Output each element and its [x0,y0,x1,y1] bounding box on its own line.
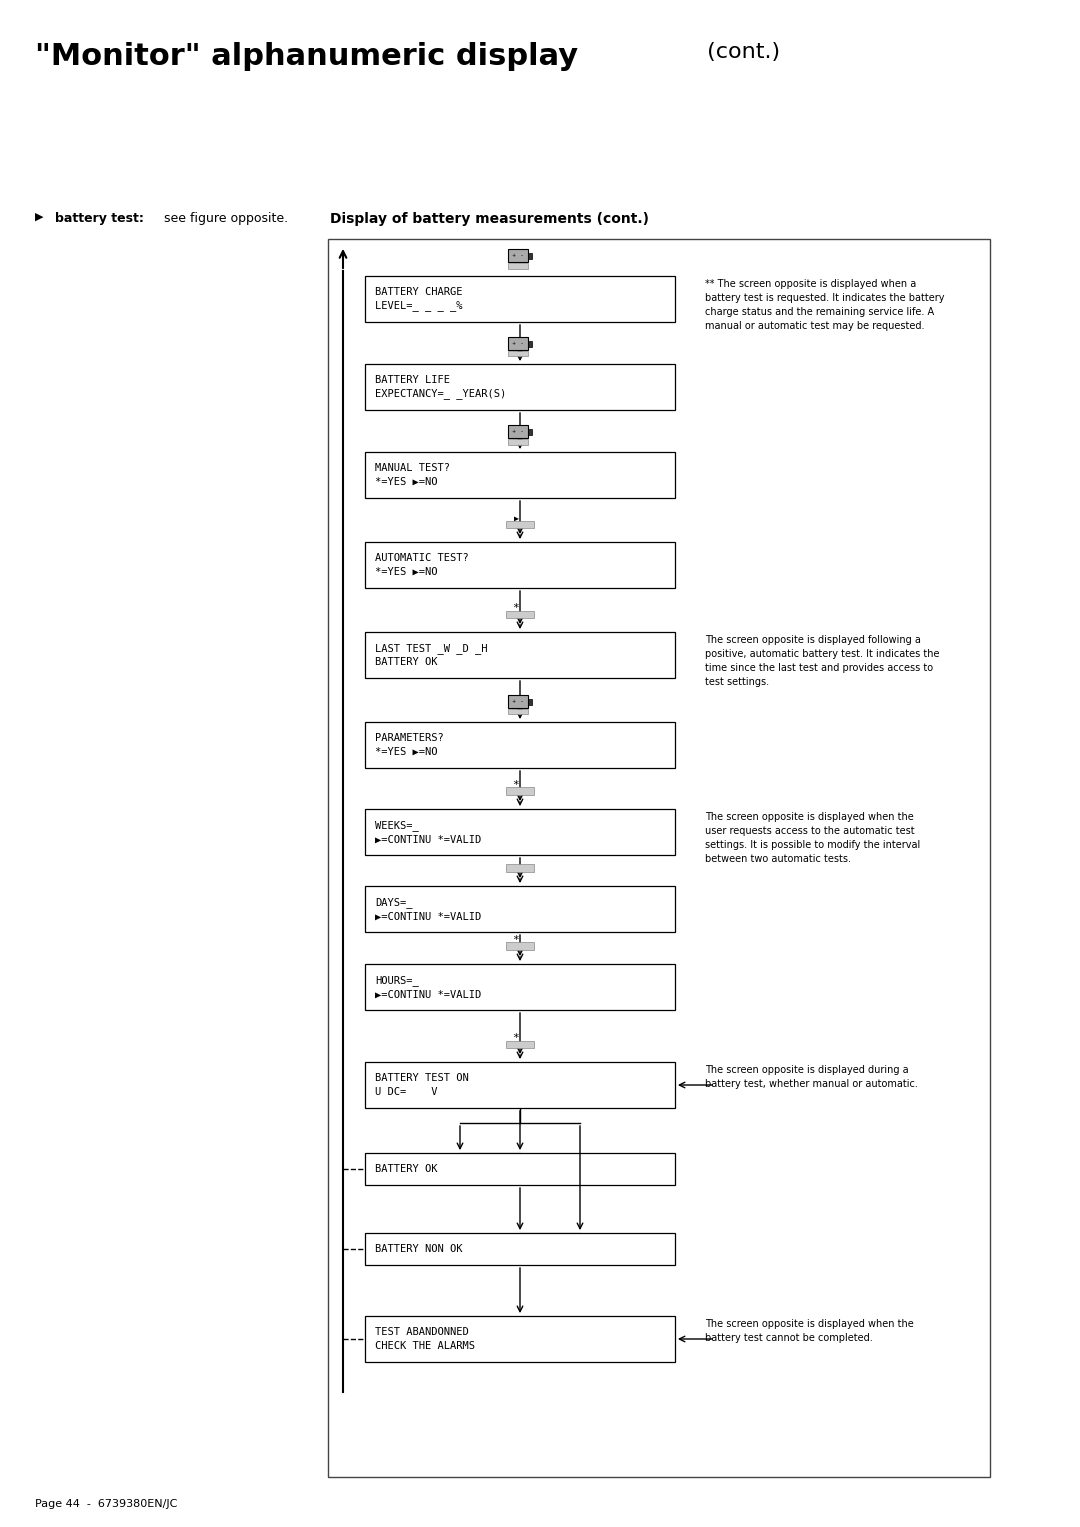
Text: -: - [521,429,523,434]
Bar [528,341,531,347]
Bar [365,1316,675,1362]
Bar [507,788,534,796]
Bar [365,632,675,678]
Text: BATTERY TEST ON
U DC=    V: BATTERY TEST ON U DC= V [375,1073,469,1096]
Bar [365,363,675,411]
Bar [528,253,531,260]
Bar [365,452,675,498]
Bar [365,964,675,1009]
Bar [508,438,528,444]
Text: see figure opposite.: see figure opposite. [160,212,288,224]
Text: BATTERY NON OK: BATTERY NON OK [375,1245,462,1254]
Text: battery test:: battery test: [55,212,144,224]
Text: *: * [513,603,519,612]
Text: Display of battery measurements (cont.): Display of battery measurements (cont.) [330,212,649,226]
Bar [365,1153,675,1185]
Text: +: + [511,253,515,258]
Text: DAYS=_
▶=CONTINU *=VALID: DAYS=_ ▶=CONTINU *=VALID [375,896,482,921]
Text: *: * [513,1032,519,1043]
Bar [508,426,528,438]
Text: BATTERY CHARGE
LEVEL=_ _ _ _%: BATTERY CHARGE LEVEL=_ _ _ _% [375,287,462,312]
Bar [365,276,675,322]
Text: BATTERY LIFE
EXPECTANCY=_ _YEAR(S): BATTERY LIFE EXPECTANCY=_ _YEAR(S) [375,374,507,399]
Text: PARAMETERS?
*=YES ▶=NO: PARAMETERS? *=YES ▶=NO [375,733,444,757]
Bar [365,886,675,931]
Text: +: + [511,429,515,434]
Text: The screen opposite is displayed when the
user requests access to the automatic : The screen opposite is displayed when th… [705,812,920,864]
Bar [528,699,531,705]
Bar [507,611,534,618]
Bar [507,864,534,872]
Bar [365,809,675,855]
Text: LAST TEST _W _D _H
BATTERY OK: LAST TEST _W _D _H BATTERY OK [375,643,487,667]
Text: +: + [511,341,515,347]
Bar [507,521,534,528]
Text: WEEKS=_
▶=CONTINU *=VALID: WEEKS=_ ▶=CONTINU *=VALID [375,820,482,844]
Text: ▶: ▶ [35,212,43,221]
Text: The screen opposite is displayed following a
positive, automatic battery test. I: The screen opposite is displayed followi… [705,635,940,687]
Text: *: * [513,935,519,945]
Text: BATTERY OK: BATTERY OK [375,1164,437,1174]
Text: (cont.): (cont.) [700,43,780,63]
Text: Page 44  -  6739380EN/JC: Page 44 - 6739380EN/JC [35,1500,177,1509]
Bar [507,942,534,950]
Text: "Monitor" alphanumeric display: "Monitor" alphanumeric display [35,43,578,70]
Text: -: - [521,253,523,258]
Text: *: * [513,780,519,789]
Text: -: - [521,699,523,704]
Bar [508,249,528,263]
Text: The screen opposite is displayed during a
battery test, whether manual or automa: The screen opposite is displayed during … [705,1064,918,1089]
Bar [508,695,528,709]
Bar [508,337,528,351]
Text: AUTOMATIC TEST?
*=YES ▶=NO: AUTOMATIC TEST? *=YES ▶=NO [375,553,469,577]
Bar [508,351,528,356]
Bar [328,240,990,1477]
Bar [508,263,528,269]
Text: TEST ABANDONNED
CHECK THE ALARMS: TEST ABANDONNED CHECK THE ALARMS [375,1327,475,1351]
Text: MANUAL TEST?
*=YES ▶=NO: MANUAL TEST? *=YES ▶=NO [375,463,450,487]
Bar [528,429,531,435]
Text: HOURS=_
▶=CONTINU *=VALID: HOURS=_ ▶=CONTINU *=VALID [375,974,482,999]
Bar [365,1061,675,1109]
Text: +: + [511,699,515,704]
Text: The screen opposite is displayed when the
battery test cannot be completed.: The screen opposite is displayed when th… [705,1319,914,1344]
Bar [365,1232,675,1264]
Bar [365,722,675,768]
Bar [508,709,528,715]
Text: -: - [521,341,523,347]
Bar [507,1040,534,1048]
Text: ▶: ▶ [513,513,518,522]
Text: ** The screen opposite is displayed when a
battery test is requested. It indicat: ** The screen opposite is displayed when… [705,279,945,331]
Bar [365,542,675,588]
